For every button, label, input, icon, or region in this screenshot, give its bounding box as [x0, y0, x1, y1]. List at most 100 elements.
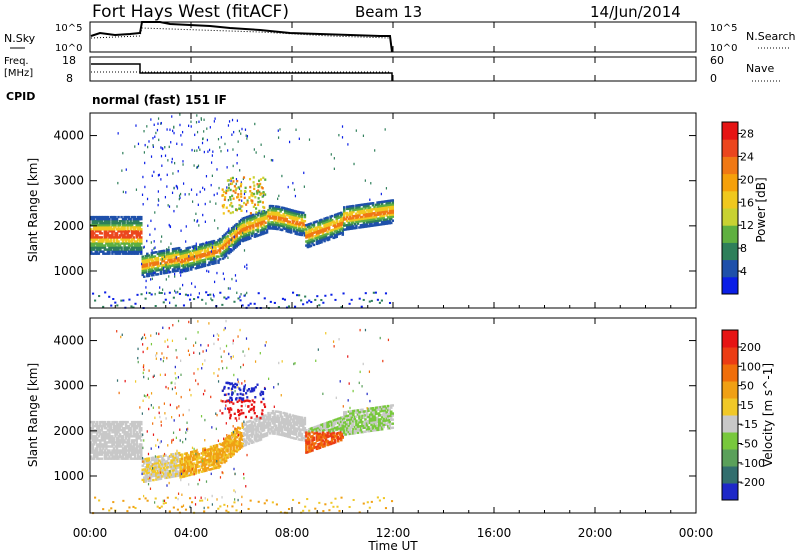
echo-cell	[365, 223, 369, 226]
echo-cell	[227, 186, 230, 190]
echo-cell	[124, 236, 128, 239]
echo-cell	[389, 215, 393, 219]
echo-cell	[391, 209, 395, 212]
echo-cell	[271, 207, 275, 210]
echo-cell	[268, 413, 272, 417]
echo-cell	[120, 441, 123, 444]
echo-cell	[171, 252, 175, 255]
echo-cell	[102, 224, 105, 227]
echo-cell	[235, 224, 238, 228]
echo-cell	[259, 432, 263, 435]
echo-cell	[274, 207, 278, 210]
echo-cell	[271, 501, 274, 504]
power-colorbar-tick-label: 4	[740, 265, 747, 278]
echo-cell	[311, 449, 314, 452]
echo-cell	[224, 326, 226, 330]
cpid-label: CPID	[6, 90, 35, 103]
echo-cell	[320, 439, 323, 443]
echo-cell	[205, 463, 208, 466]
echo-cell	[126, 420, 129, 424]
echo-cell	[168, 205, 171, 208]
echo-cell	[227, 243, 231, 247]
echo-cell	[99, 224, 102, 227]
echo-cell	[373, 213, 376, 217]
echo-cell	[285, 412, 288, 416]
echo-cell	[218, 241, 222, 245]
echo-cell	[341, 420, 345, 423]
echo-cell	[308, 450, 311, 453]
echo-cell	[136, 435, 140, 438]
echo-cell	[114, 441, 117, 444]
echo-cell	[344, 228, 348, 231]
echo-cell	[133, 449, 137, 452]
echo-cell	[362, 298, 365, 301]
echo-cell	[326, 441, 329, 445]
echo-cell	[297, 415, 301, 419]
echo-cell	[306, 498, 309, 501]
echo-cell	[151, 277, 153, 281]
echo-cell	[280, 214, 284, 217]
echo-cell	[106, 420, 110, 424]
echo-cell	[312, 229, 316, 232]
echo-cell	[326, 238, 329, 242]
echo-cell	[245, 134, 247, 137]
echo-cell	[223, 249, 226, 253]
echo-cell	[364, 203, 367, 206]
echo-cell	[118, 445, 122, 448]
echo-cell	[244, 128, 247, 131]
echo-cell	[230, 179, 232, 183]
echo-cell	[159, 471, 163, 474]
echo-cell	[388, 301, 392, 304]
echo-cell	[214, 456, 217, 460]
echo-cell	[252, 223, 255, 227]
echo-cell	[179, 252, 182, 256]
echo-cell	[106, 219, 110, 223]
echo-cell	[123, 219, 126, 223]
echo-cell	[174, 468, 178, 472]
echo-cell	[220, 240, 223, 243]
echo-cell	[109, 236, 113, 239]
echo-cell	[170, 264, 173, 267]
echo-cell	[165, 263, 167, 267]
echo-cell	[370, 214, 373, 217]
echo-cell	[276, 430, 279, 434]
echo-cell	[136, 250, 140, 253]
echo-cell	[390, 500, 394, 503]
echo-cell	[146, 252, 149, 256]
echo-cell	[314, 425, 317, 429]
echo-cell	[215, 456, 219, 459]
echo-cell	[300, 231, 304, 235]
echo-cell	[100, 246, 104, 249]
echo-cell	[142, 343, 144, 346]
echo-cell	[90, 252, 93, 255]
echo-cell	[289, 223, 293, 226]
echo-cell	[150, 118, 152, 121]
echo-cell	[326, 220, 329, 223]
echo-cell	[371, 212, 375, 215]
echo-cell	[133, 246, 137, 249]
echo-cell	[317, 223, 320, 227]
echo-cell	[213, 372, 215, 375]
echo-cell	[230, 229, 234, 232]
echo-cell	[352, 219, 355, 222]
echo-cell	[182, 252, 185, 255]
freq-trace	[91, 63, 393, 81]
echo-cell	[120, 424, 123, 428]
echo-cell	[330, 436, 334, 439]
echo-cell	[197, 254, 201, 257]
echo-cell	[161, 257, 163, 261]
echo-cell	[229, 451, 232, 455]
echo-cell	[134, 507, 137, 510]
echo-cell	[210, 250, 212, 253]
echo-cell	[130, 422, 134, 426]
echo-cell	[200, 265, 204, 268]
echo-cell	[333, 230, 337, 233]
echo-cell	[193, 351, 195, 354]
echo-cell	[174, 474, 178, 478]
echo-cell	[257, 200, 260, 204]
echo-cell	[141, 456, 144, 460]
echo-cell	[283, 414, 287, 417]
echo-cell	[161, 164, 163, 167]
echo-cell	[330, 218, 334, 222]
echo-cell	[196, 219, 199, 222]
